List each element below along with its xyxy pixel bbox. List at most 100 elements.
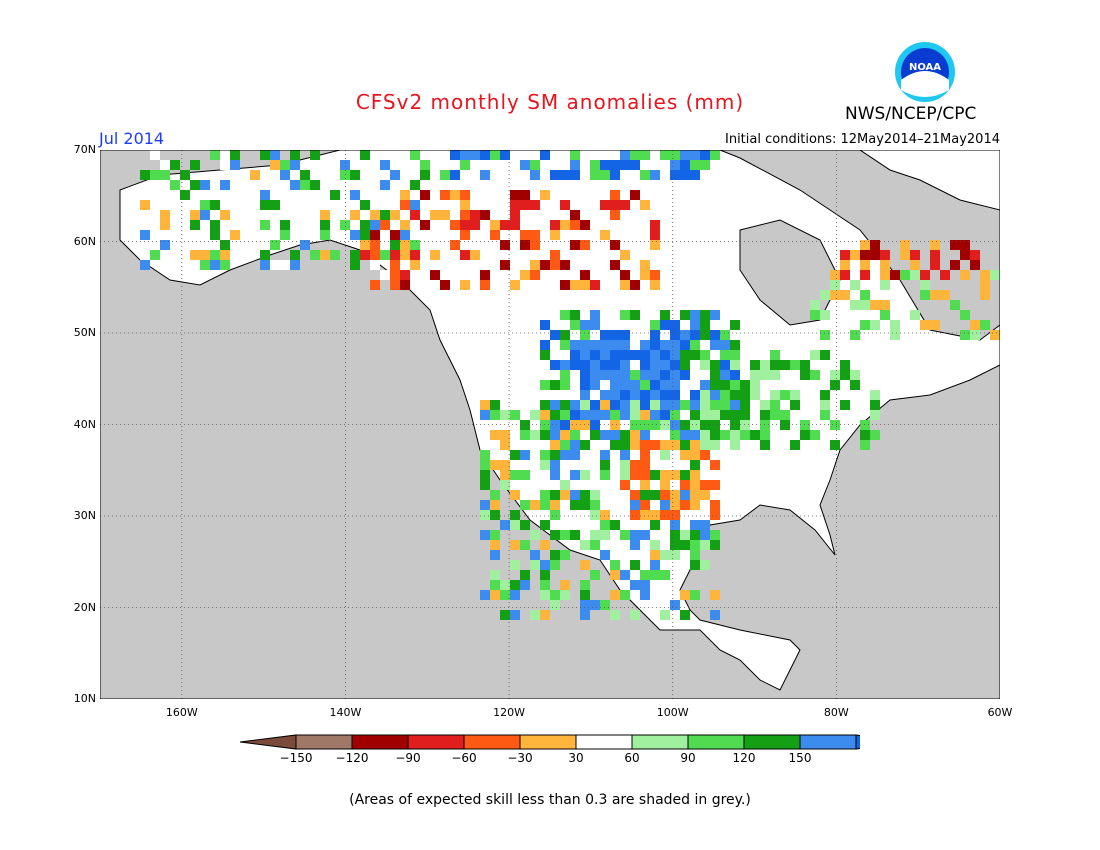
anomaly-cell [380, 180, 390, 190]
anomaly-cell [580, 190, 590, 200]
anomaly-cell [660, 380, 670, 390]
anomaly-cell [700, 530, 710, 540]
anomaly-cell [700, 560, 710, 570]
anomaly-cell [380, 160, 390, 170]
anomaly-cell [660, 470, 670, 480]
anomaly-cell [540, 410, 550, 420]
anomaly-cell [580, 280, 590, 290]
anomaly-cell [340, 170, 350, 180]
anomaly-cell [810, 300, 820, 310]
anomaly-cell [590, 510, 600, 520]
anomaly-cell [610, 360, 620, 370]
anomaly-cell [860, 430, 870, 440]
anomaly-cell [610, 350, 620, 360]
anomaly-cell [940, 290, 950, 300]
anomaly-cell [930, 320, 940, 330]
anomaly-cell [660, 350, 670, 360]
anomaly-cell [890, 330, 900, 340]
anomaly-cell [550, 490, 560, 500]
anomaly-cell [570, 500, 580, 510]
anomaly-cell [480, 510, 490, 520]
anomaly-cell [600, 270, 610, 280]
anomaly-cell [670, 390, 680, 400]
anomaly-cell [190, 210, 200, 220]
anomaly-cell [610, 590, 620, 600]
colorbar-cell [743, 734, 801, 750]
anomaly-cell [720, 370, 730, 380]
lon-label: 160W [165, 706, 198, 719]
anomaly-cell [610, 570, 620, 580]
anomaly-cell [760, 370, 770, 380]
anomaly-cell [900, 240, 910, 250]
anomaly-cell [630, 380, 640, 390]
anomaly-cell [640, 200, 650, 210]
anomaly-cell [660, 490, 670, 500]
anomaly-cell [360, 210, 370, 220]
anomaly-cell [760, 440, 770, 450]
anomaly-cell [570, 350, 580, 360]
anomaly-cell [810, 430, 820, 440]
anomaly-cell [590, 600, 600, 610]
anomaly-cell [670, 470, 680, 480]
anomaly-cell [540, 610, 550, 620]
anomaly-cell [850, 280, 860, 290]
anomaly-cell [670, 600, 680, 610]
anomaly-cell [790, 360, 800, 370]
anomaly-cell [620, 390, 630, 400]
anomaly-cell [410, 240, 420, 250]
anomaly-cell [540, 420, 550, 430]
anomaly-cell [690, 590, 700, 600]
anomaly-cell [760, 430, 770, 440]
anomaly-cell [680, 350, 690, 360]
anomaly-cell [510, 510, 520, 520]
anomaly-cell [560, 200, 570, 210]
anomaly-cell [580, 270, 590, 280]
anomaly-cell [560, 330, 570, 340]
colorbar-cell [351, 734, 409, 750]
anomaly-cell [550, 460, 560, 470]
anomaly-cell [730, 340, 740, 350]
anomaly-cell [690, 500, 700, 510]
anomaly-cell [510, 590, 520, 600]
anomaly-cell [610, 250, 620, 260]
anomaly-cell [660, 450, 670, 460]
colorbar-label: −120 [335, 751, 369, 765]
anomaly-cell [540, 220, 550, 230]
anomaly-cell [330, 220, 340, 230]
anomaly-cell [350, 230, 360, 240]
anomaly-cell [600, 600, 610, 610]
anomaly-cell [570, 420, 580, 430]
anomaly-cell [680, 530, 690, 540]
anomaly-cell [500, 520, 510, 530]
anomaly-cell [520, 470, 530, 480]
anomaly-cell [740, 430, 750, 440]
anomaly-cell [550, 360, 560, 370]
anomaly-cell [860, 270, 870, 280]
anomaly-cell [730, 390, 740, 400]
anomaly-cell [390, 210, 400, 220]
anomaly-cell [490, 530, 500, 540]
anomaly-cell [590, 380, 600, 390]
anomaly-cell [540, 460, 550, 470]
anomaly-cell [570, 340, 580, 350]
anomaly-cell [640, 470, 650, 480]
anomaly-cell [570, 210, 580, 220]
anomaly-cell [280, 220, 290, 230]
anomaly-cell [690, 440, 700, 450]
anomaly-cell [300, 230, 310, 240]
anomaly-cell [700, 400, 710, 410]
colorbar-cell [239, 734, 297, 750]
anomaly-cell [490, 230, 500, 240]
anomaly-cell [840, 250, 850, 260]
anomaly-cell [690, 340, 700, 350]
anomaly-cell [690, 470, 700, 480]
anomaly-cell [700, 390, 710, 400]
anomaly-cell [660, 390, 670, 400]
colorbar-cell [463, 734, 521, 750]
anomaly-cell [400, 230, 410, 240]
anomaly-cell [680, 340, 690, 350]
anomaly-cell [850, 250, 860, 260]
anomaly-cell [570, 410, 580, 420]
anomaly-cell [400, 250, 410, 260]
anomaly-cell [610, 610, 620, 620]
